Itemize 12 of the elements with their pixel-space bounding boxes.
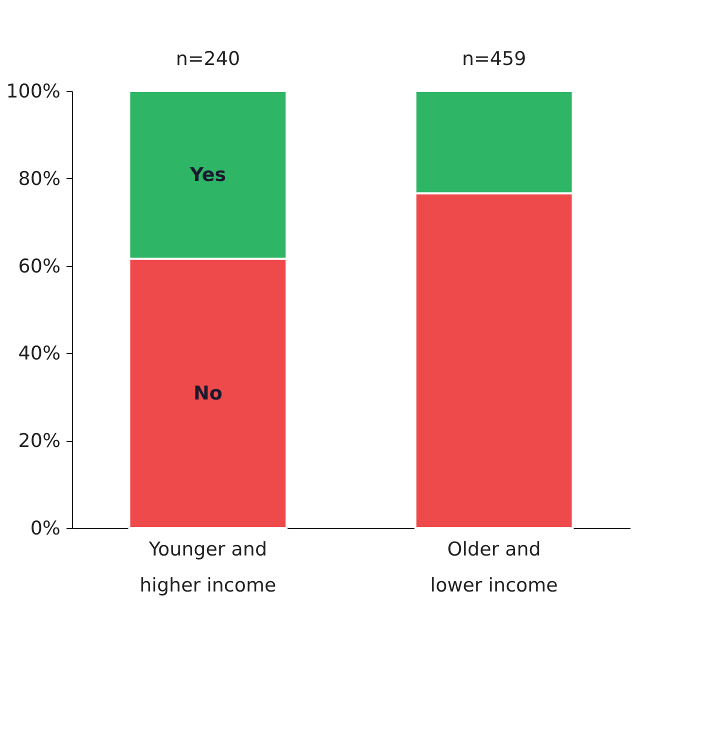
y-tick-label: 80% xyxy=(18,168,60,190)
y-tick-label: 0% xyxy=(30,518,60,540)
y-tick-label: 20% xyxy=(18,430,60,452)
x-tick-label: Younger and higher income xyxy=(140,538,276,596)
series-label: Yes xyxy=(188,164,226,186)
y-tick-label: 60% xyxy=(18,255,60,278)
text: n=459 xyxy=(462,48,526,70)
x-tick-label: Older and lower income xyxy=(430,538,558,596)
text: n=240 xyxy=(176,48,240,70)
y-tick-label: 100% xyxy=(6,80,60,102)
y-tick-label: 40% xyxy=(18,342,60,365)
series-label: No xyxy=(193,382,222,404)
